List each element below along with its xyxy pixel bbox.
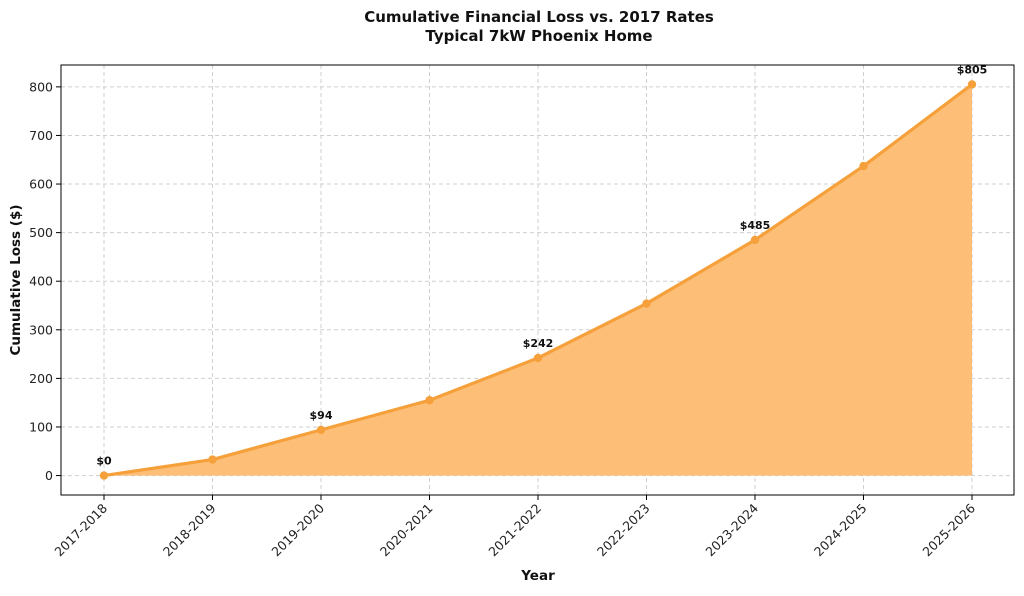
y-tick-label: 600 — [29, 177, 53, 192]
data-point — [967, 80, 977, 89]
data-point — [859, 161, 868, 171]
x-tick-label: 2025-2026 — [919, 500, 978, 559]
y-axis-label: Cumulative Loss ($) — [8, 204, 24, 355]
y-tick-label: 800 — [29, 79, 53, 94]
data-label: $0 — [96, 455, 112, 468]
y-tick-label: 700 — [29, 128, 53, 143]
y-tick-label: 500 — [29, 225, 53, 240]
data-point — [425, 396, 434, 405]
data-point — [208, 455, 217, 464]
data-label: $94 — [310, 409, 333, 422]
area-fill — [104, 84, 972, 476]
y-tick-label: 200 — [29, 371, 53, 386]
x-tick-label: 2018-2019 — [160, 500, 219, 559]
data-point — [533, 353, 543, 363]
y-tick-label: 400 — [29, 274, 53, 289]
data-point — [316, 425, 326, 435]
y-axis-ticks: 0 100 200 300 400 500 600 700 800 — [29, 79, 61, 483]
data-label: $805 — [957, 63, 988, 76]
x-axis-label: Year — [520, 568, 555, 584]
y-tick-label: 100 — [29, 419, 53, 434]
x-tick-label: 2023-2024 — [702, 500, 761, 559]
data-point — [99, 471, 109, 480]
x-tick-label: 2020-2021 — [377, 501, 436, 560]
points-layer — [99, 80, 977, 480]
x-tick-label: 2017-2018 — [51, 500, 110, 559]
y-tick-label: 300 — [29, 322, 53, 337]
x-axis-ticks: 2017-2018 2018-2019 2019-2020 2020-2021 2021… — [51, 495, 978, 559]
data-point — [750, 235, 760, 245]
chart-subtitle: Typical 7kW Phoenix Home — [425, 27, 652, 45]
x-tick-label: 2022-2023 — [594, 501, 653, 560]
x-tick-label: 2019-2020 — [268, 500, 327, 559]
data-label: $242 — [523, 337, 554, 350]
area-fill-layer — [104, 84, 972, 476]
data-point — [642, 299, 651, 308]
x-tick-label: 2021-2022 — [485, 501, 544, 560]
data-label: $485 — [740, 219, 771, 232]
chart-title: Cumulative Financial Loss vs. 2017 Rates — [364, 8, 714, 26]
x-tick-label: 2024-2025 — [811, 501, 870, 560]
y-tick-label: 0 — [45, 468, 53, 483]
data-labels-layer: $0 $94 $242 $485 $805 — [96, 63, 987, 467]
